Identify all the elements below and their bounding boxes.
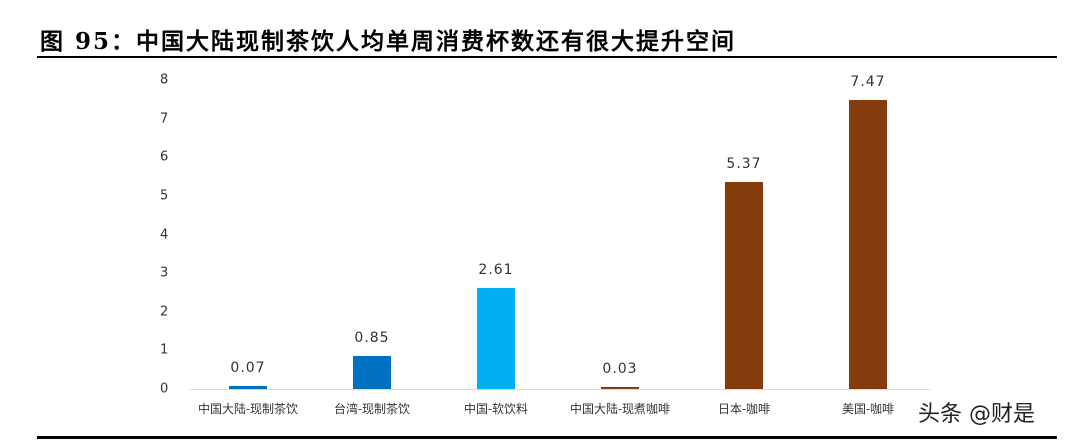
x-tick-label: 中国大陆-现煮咖啡 bbox=[569, 402, 671, 416]
data-label: 7.47 bbox=[850, 74, 886, 91]
data-label: 0.03 bbox=[602, 361, 638, 377]
bar bbox=[353, 356, 391, 389]
x-tick-label: 美国-咖啡 bbox=[841, 402, 895, 416]
data-label: 5.37 bbox=[726, 155, 762, 172]
y-tick-label: 7 bbox=[160, 111, 169, 127]
x-tick-label: 日本-咖啡 bbox=[717, 402, 771, 416]
y-tick-label: 1 bbox=[160, 342, 169, 358]
bar bbox=[725, 181, 763, 389]
data-label: 2.61 bbox=[478, 262, 514, 279]
bottom-rule bbox=[37, 436, 1057, 439]
y-tick-label: 5 bbox=[160, 188, 169, 204]
data-label: 0.85 bbox=[354, 330, 390, 347]
y-tick-label: 4 bbox=[160, 227, 169, 242]
watermark: 头条 @财是 bbox=[918, 402, 1035, 427]
x-tick-label: 台湾-现制茶饮 bbox=[333, 402, 411, 416]
title-underline bbox=[37, 56, 1057, 58]
y-tick-label: 3 bbox=[160, 265, 169, 281]
x-axis-line bbox=[190, 389, 930, 390]
bar bbox=[849, 100, 887, 389]
y-tick-label: 6 bbox=[160, 149, 169, 165]
x-tick-label: 中国-软饮料 bbox=[463, 402, 529, 416]
y-tick-label: 2 bbox=[160, 304, 169, 320]
y-tick-label: 0 bbox=[160, 381, 169, 397]
data-label: 0.07 bbox=[230, 360, 266, 377]
y-tick-label: 8 bbox=[160, 72, 169, 88]
bar bbox=[229, 386, 267, 389]
bar bbox=[477, 288, 515, 389]
x-tick-label: 中国大陆-现制茶饮 bbox=[197, 402, 299, 416]
figure-title: 图 95：中国大陆现制茶饮人均单周消费杯数还有很大提升空间 bbox=[40, 28, 737, 55]
bar bbox=[601, 387, 639, 389]
